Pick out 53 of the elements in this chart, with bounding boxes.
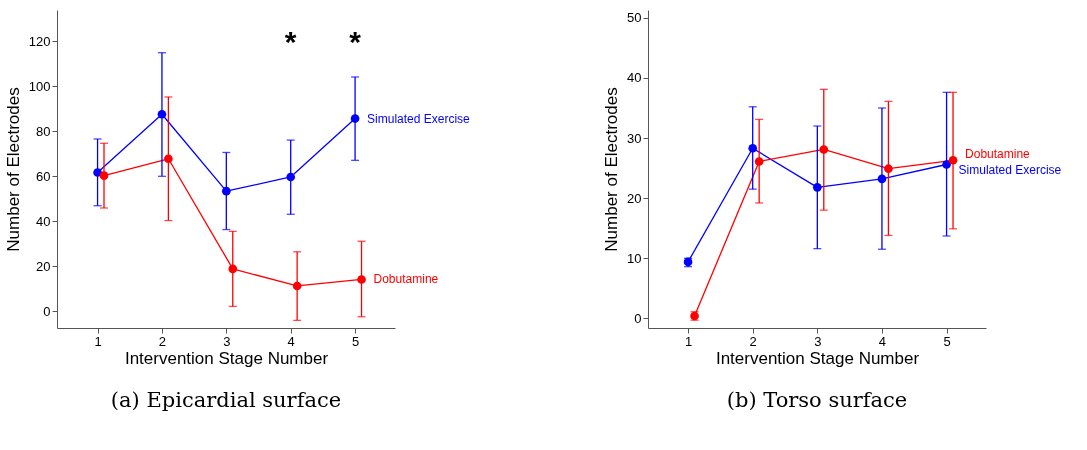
point [948, 155, 958, 165]
y-tick-label: 100 [28, 78, 51, 94]
point [99, 171, 109, 180]
series-label: Dobutamine [373, 272, 439, 287]
series-label: Simulated Exercise [958, 163, 1062, 178]
x-tick-label: 1 [684, 333, 693, 349]
text: (b) Torso surface [726, 388, 908, 412]
x-tick-label: 2 [158, 333, 167, 349]
x-tick-label: 4 [878, 333, 887, 349]
y-tick-label: 40 [36, 213, 51, 229]
point [754, 157, 764, 166]
point [819, 145, 829, 154]
series-label: Dobutamine [965, 147, 1031, 162]
x-tick-label: 5 [943, 333, 951, 349]
series-label: Simulated Exercise [367, 111, 471, 126]
annotation: * [284, 25, 297, 58]
annotation: * [349, 25, 362, 58]
x-axis-title: Intervention Stage Number [124, 348, 329, 368]
y-tick-label: 0 [634, 310, 642, 326]
y-tick-label: 20 [36, 258, 51, 274]
point [286, 172, 296, 182]
x-axis-title: Intervention Stage Number [715, 348, 920, 368]
point [748, 143, 758, 153]
y-tick-label: 50 [627, 10, 642, 26]
x-tick-label: 3 [223, 333, 231, 349]
text: (a) Epicardial surface [110, 388, 342, 412]
point [164, 154, 173, 164]
y-tick-label: 20 [627, 190, 642, 206]
x-tick-label: 5 [351, 333, 360, 349]
y-axis-title: Number of Electrodes [602, 87, 622, 252]
y-tick-label: 40 [627, 70, 642, 86]
y-tick-label: 60 [36, 168, 51, 184]
x-tick-label: 3 [814, 333, 822, 349]
point [884, 164, 893, 174]
point [812, 183, 822, 192]
point [877, 174, 887, 184]
point [221, 186, 231, 196]
point [350, 114, 360, 123]
x-tick-label: 4 [287, 333, 295, 349]
y-tick-label: 30 [627, 130, 642, 146]
point [292, 281, 302, 291]
point [228, 264, 238, 274]
y-axis-title: Number of Electrodes [3, 87, 23, 252]
x-tick-label: 1 [94, 333, 102, 349]
y-tick-label: 80 [36, 123, 51, 139]
point [942, 160, 951, 169]
point [157, 109, 167, 119]
y-tick-label: 120 [28, 33, 51, 49]
x-tick-label: 2 [749, 333, 757, 349]
y-tick-label: 10 [627, 250, 642, 266]
point [357, 275, 366, 284]
y-tick-label: 0 [43, 303, 51, 319]
point [93, 168, 102, 177]
